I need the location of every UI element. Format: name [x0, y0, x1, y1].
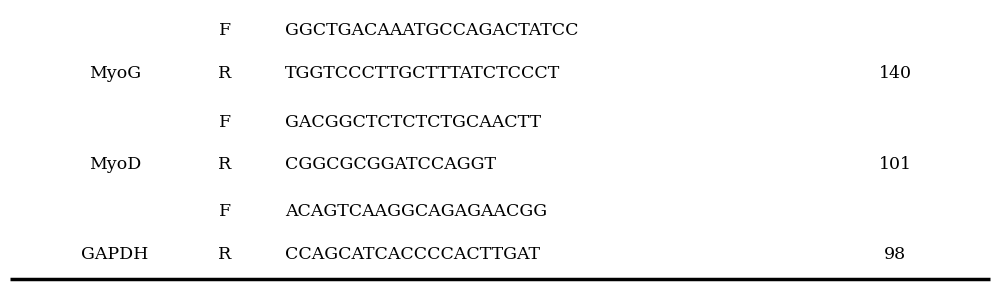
Text: CCAGCATCACCCCACTTGAT: CCAGCATCACCCCACTTGAT	[285, 246, 540, 264]
Text: F: F	[219, 22, 231, 39]
Text: ACAGTCAAGGCAGAGAACGG: ACAGTCAAGGCAGAGAACGG	[285, 203, 547, 220]
Text: R: R	[218, 156, 232, 173]
Text: R: R	[218, 65, 232, 82]
Text: F: F	[219, 203, 231, 220]
Text: 98: 98	[884, 246, 906, 264]
Text: MyoD: MyoD	[89, 156, 141, 173]
Text: 101: 101	[879, 156, 912, 173]
Text: R: R	[218, 246, 232, 264]
Text: 140: 140	[879, 65, 912, 82]
Text: MyoG: MyoG	[89, 65, 141, 82]
Text: GGCTGACAAATGCCAGACTATCC: GGCTGACAAATGCCAGACTATCC	[285, 22, 578, 39]
Text: TGGTCCCTTGCTTTATCTCCCT: TGGTCCCTTGCTTTATCTCCCT	[285, 65, 560, 82]
Text: CGGCGCGGATCCAGGT: CGGCGCGGATCCAGGT	[285, 156, 496, 173]
Text: GACGGCTCTCTCTGCAACTT: GACGGCTCTCTCTGCAACTT	[285, 114, 541, 131]
Text: F: F	[219, 114, 231, 131]
Text: GAPDH: GAPDH	[81, 246, 149, 264]
